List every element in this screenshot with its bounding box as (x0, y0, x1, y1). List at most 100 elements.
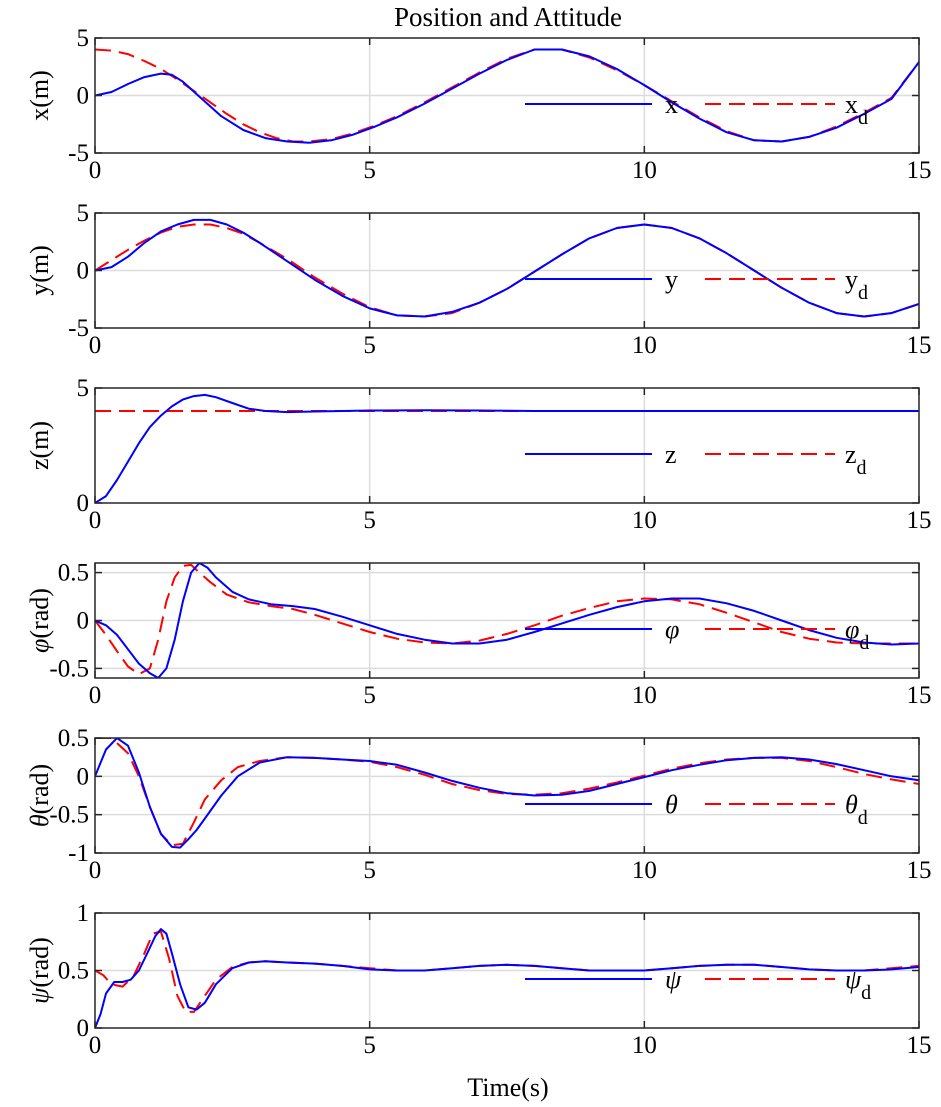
legend-desired-label: ψd (845, 965, 871, 1004)
x-tick-label: 10 (632, 682, 657, 709)
y-tick-label: -5 (68, 140, 89, 167)
y-tick-label: 0 (77, 490, 90, 517)
legend-desired-subscript: d (857, 457, 867, 479)
legend-desired-label: xd (845, 90, 868, 129)
y-tick-label: 5 (77, 25, 90, 52)
x-tick-label: 10 (632, 157, 657, 184)
y-tick-label: 0 (77, 763, 90, 790)
x-tick-label: 10 (632, 857, 657, 884)
y-tick-label: 0 (77, 1015, 90, 1042)
legend-desired-label: zd (845, 440, 867, 479)
legend-desired-base: θ (845, 790, 858, 819)
y-tick-label: 0 (77, 83, 90, 110)
y-axis-unit: y(m) (25, 245, 54, 296)
y-tick-label: 0.5 (58, 725, 89, 752)
legend-desired-label: φd (845, 615, 869, 654)
legend-desired-base: ψ (845, 965, 862, 994)
x-tick-label: 0 (89, 682, 102, 709)
x-tick-label: 0 (89, 1032, 102, 1059)
legend-desired-subscript: d (859, 632, 869, 654)
y-tick-label: 5 (77, 375, 90, 402)
series-theta-line (95, 738, 919, 849)
series-x-line (95, 48, 919, 144)
axes-frame (94, 737, 920, 854)
x-tick-label: 0 (89, 157, 102, 184)
legend-actual-label: x (665, 90, 678, 119)
x-tick-label: 15 (907, 157, 932, 184)
y-axis-unit: z(m) (25, 421, 54, 470)
y-tick-label: -5 (68, 315, 89, 342)
legend-desired-subscript: d (858, 107, 868, 129)
subplot-5: 0 5 10 150.50-0.5-1θ(rad) θ θd (25, 725, 932, 884)
legend-actual-label: y (665, 265, 678, 294)
series-phi-line (95, 563, 919, 678)
y-axis-label: θ(rad) (25, 764, 54, 827)
series-phi-d-line (95, 563, 919, 676)
x-tick-label: 15 (907, 682, 932, 709)
legend: ψ ψd (525, 965, 871, 1004)
x-tick-label: 5 (363, 507, 376, 534)
x-tick-label: 5 (363, 857, 376, 884)
x-tick-label: 10 (632, 332, 657, 359)
x-tick-label: 15 (907, 1032, 932, 1059)
y-tick-label: -0.5 (49, 802, 89, 829)
y-tick-label: 1 (77, 900, 90, 927)
x-tick-label: 10 (632, 507, 657, 534)
x-tick-label: 5 (363, 682, 376, 709)
y-axis-unit: (rad) (25, 764, 54, 815)
x-tick-label: 0 (89, 857, 102, 884)
legend: φ φd (525, 615, 869, 654)
y-axis-label: x(m) (25, 70, 54, 121)
y-axis-unit: (rad) (25, 937, 54, 988)
legend-desired-base: z (845, 440, 857, 469)
y-tick-label: 0 (77, 258, 90, 285)
y-axis-label: y(m) (25, 245, 54, 296)
y-axis-unit: x(m) (25, 70, 54, 121)
legend-actual-label: z (665, 440, 677, 469)
legend-actual-label: θ (665, 790, 678, 819)
x-tick-label: 10 (632, 1032, 657, 1059)
y-axis-symbol: ψ (25, 987, 54, 1004)
y-tick-label: 0.5 (58, 958, 89, 985)
legend-desired-subscript: d (861, 982, 871, 1004)
series-y-d-line (95, 223, 919, 318)
figure-title: Position and Attitude (394, 2, 622, 32)
axes-frame (94, 387, 920, 504)
legend-actual-label: φ (665, 615, 679, 644)
legend-desired-label: yd (845, 265, 868, 304)
y-tick-label: -0.5 (49, 655, 89, 682)
y-tick-label: -1 (68, 840, 89, 867)
legend-desired-base: y (845, 265, 858, 294)
series-z-line (95, 393, 919, 503)
y-tick-label: 0.5 (58, 560, 89, 587)
x-tick-label: 0 (89, 332, 102, 359)
legend-desired-subscript: d (858, 282, 868, 304)
legend-desired-subscript: d (858, 807, 868, 829)
x-tick-label: 5 (363, 157, 376, 184)
legend: z zd (525, 440, 867, 479)
x-tick-label: 5 (363, 1032, 376, 1059)
y-axis-label: φ(rad) (25, 588, 54, 653)
legend-desired-base: x (845, 90, 858, 119)
subplot-4: 0 5 10 150.50-0.5φ(rad) φ φd (25, 560, 932, 709)
y-axis-symbol: φ (25, 639, 54, 653)
y-tick-label: 5 (77, 200, 90, 227)
y-axis-label: z(m) (25, 421, 54, 470)
legend-desired-label: θd (845, 790, 868, 829)
series-psi-line (95, 928, 919, 1028)
x-tick-label: 0 (89, 507, 102, 534)
x-tick-label: 15 (907, 332, 932, 359)
legend: y yd (525, 265, 868, 304)
legend-actual-label: ψ (665, 965, 682, 994)
x-axis-label: Time(s) (467, 1073, 548, 1102)
y-axis-unit: (rad) (25, 588, 54, 639)
legend-desired-base: φ (845, 615, 859, 644)
legend: θ θd (525, 790, 868, 829)
series-y-line (95, 218, 919, 318)
